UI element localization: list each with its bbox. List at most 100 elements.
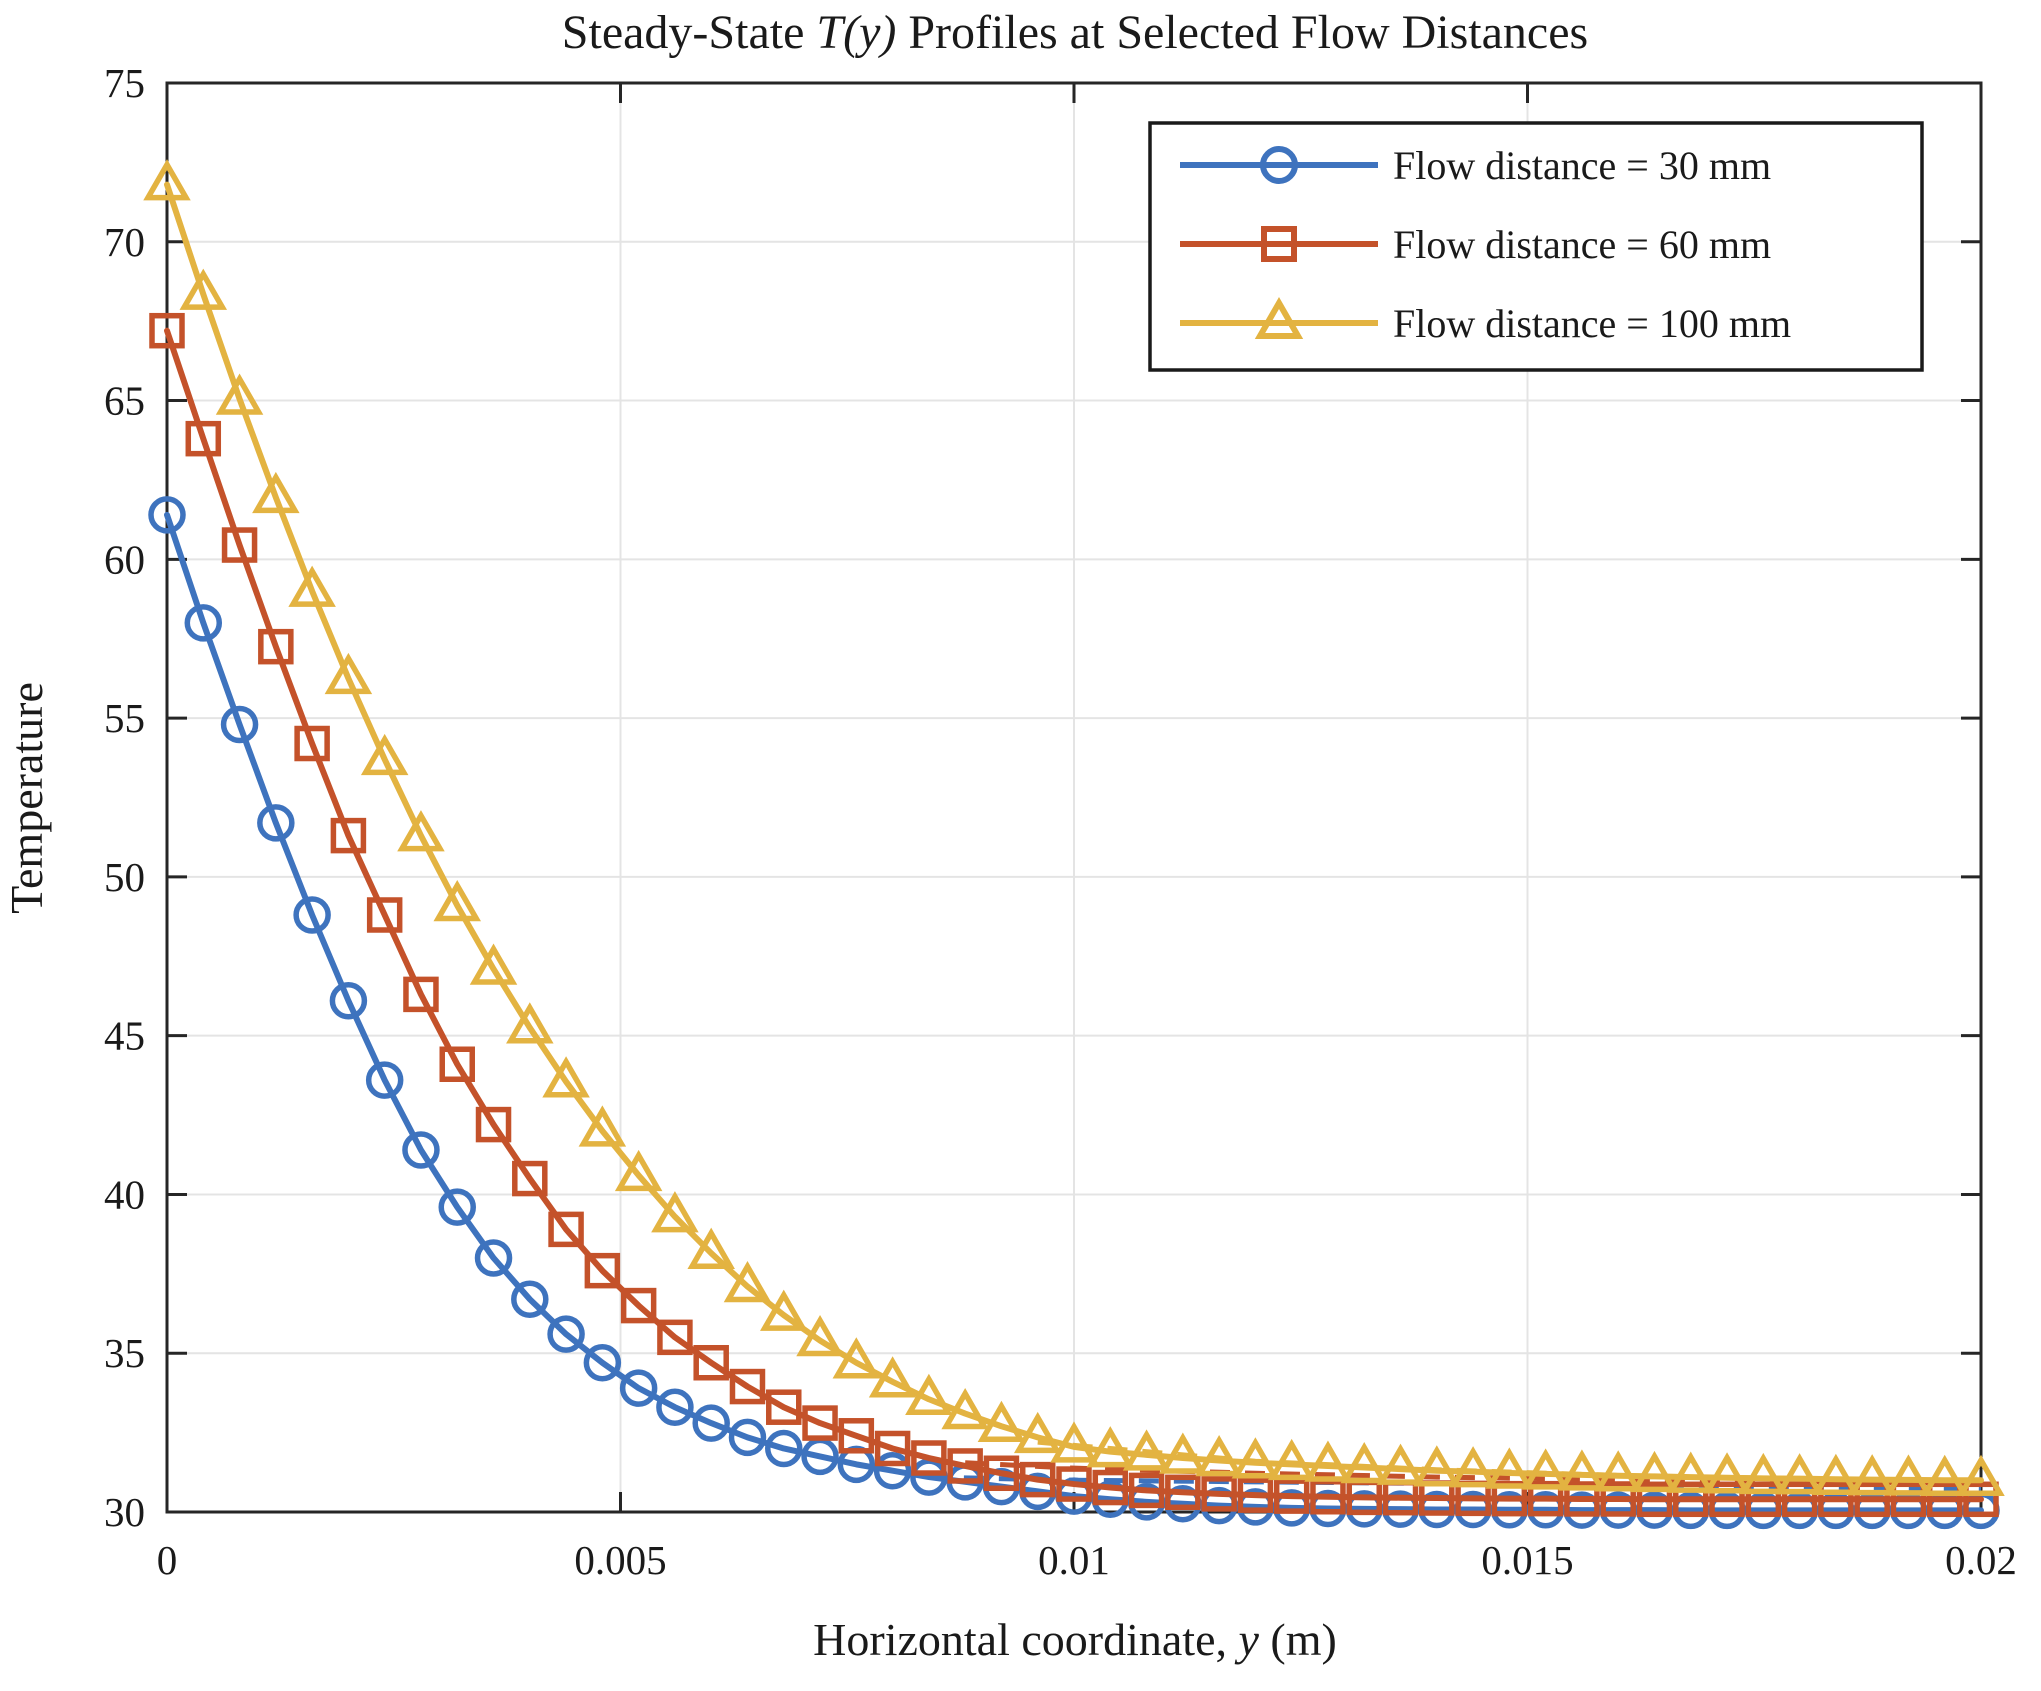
square-marker (1818, 1481, 1854, 1518)
y-tick-label: 60 (104, 536, 145, 582)
triangle-marker (941, 1388, 989, 1430)
square-marker (1854, 1481, 1890, 1518)
y-tick-label: 50 (104, 854, 145, 900)
triangle-marker (1775, 1453, 1824, 1495)
triangle-marker (1485, 1447, 1534, 1489)
square-marker (548, 1211, 584, 1248)
square-marker (1128, 1472, 1165, 1509)
triangle-marker (433, 879, 481, 922)
flow-distance-60mm-line (164, 327, 1984, 1503)
triangle-marker (215, 373, 264, 415)
x-axis-label-pre: Horizontal coordinate, (813, 1614, 1238, 1665)
circle-marker (184, 604, 223, 642)
square-marker (983, 1455, 1020, 1492)
square-marker (657, 1319, 693, 1356)
y-tick-label: 70 (104, 219, 145, 265)
circle-marker (656, 1388, 694, 1426)
circle-marker (765, 1429, 803, 1468)
square-marker (1201, 1476, 1237, 1512)
circle-marker (511, 1280, 549, 1318)
square-marker (475, 1106, 512, 1143)
square-marker (1237, 1477, 1274, 1513)
y-tick-labels: 30 35 40 45 50 55 60 65 70 75 (104, 60, 145, 1535)
triangle-marker (1195, 1435, 1243, 1477)
square-marker (294, 725, 330, 762)
circle-marker (1260, 146, 1298, 184)
square-marker (1709, 1481, 1745, 1518)
square-marker (874, 1430, 911, 1467)
square-marker (802, 1405, 838, 1441)
square-marker (1963, 1481, 1999, 1518)
circle-marker (329, 981, 368, 1020)
triangle-marker (1594, 1450, 1642, 1492)
triangle-marker (324, 652, 373, 695)
triangle-marker (360, 733, 409, 776)
square-marker (766, 1389, 802, 1425)
circle-marker (293, 896, 331, 934)
triangle-marker (1086, 1426, 1135, 1468)
triangle-marker (1413, 1445, 1461, 1487)
y-tick-label: 55 (104, 695, 145, 741)
triangle-marker (1884, 1454, 1933, 1496)
circle-marker (438, 1188, 476, 1226)
chart-title-math: T(y) (816, 6, 896, 59)
triangle-marker (179, 268, 228, 310)
square-marker (1926, 1481, 1963, 1518)
y-tick-label: 75 (104, 60, 145, 106)
square-marker (439, 1046, 475, 1082)
square-marker (1781, 1481, 1818, 1518)
square-marker (1890, 1481, 1927, 1518)
triangle-marker (1703, 1452, 1751, 1494)
triangle-marker (1304, 1440, 1352, 1482)
circle-marker (220, 705, 259, 744)
square-marker (1261, 226, 1297, 262)
triangle-marker (760, 1289, 808, 1331)
triangle-marker (1812, 1453, 1860, 1496)
circle-marker (148, 496, 186, 534)
y-tick-label: 35 (104, 1330, 145, 1376)
square-marker (1673, 1481, 1709, 1518)
square-marker (1165, 1474, 1201, 1511)
triangle-marker (542, 1056, 590, 1098)
square-marker (1527, 1480, 1564, 1517)
square-marker (258, 628, 294, 665)
circle-marker (257, 804, 295, 842)
circle-marker (365, 1061, 404, 1099)
circle-marker (728, 1418, 767, 1457)
triangle-marker (1340, 1442, 1388, 1484)
x-tick-labels: 0 0.005 0.01 0.015 0.02 (157, 1537, 2017, 1583)
triangle-marker (687, 1227, 735, 1269)
y-tick-label: 40 (104, 1171, 145, 1217)
triangle-marker (796, 1315, 844, 1357)
legend-samples (1180, 146, 1378, 339)
triangle-marker (1267, 1438, 1316, 1481)
x-tick-label: 0.015 (1481, 1537, 1573, 1583)
triangle-marker (1449, 1446, 1497, 1488)
triangle-marker (397, 810, 445, 852)
chart-title-pre: Steady-State (562, 6, 817, 59)
triangle-marker (1739, 1452, 1788, 1495)
square-marker (403, 976, 439, 1013)
triangle-marker (977, 1400, 1026, 1443)
triangle-marker (868, 1356, 917, 1398)
legend-label-60mm: Flow distance = 60 mm (1393, 222, 1771, 267)
series-solid-100mm (143, 159, 2005, 1496)
square-marker (149, 312, 185, 349)
triangle-marker (1122, 1429, 1171, 1471)
chart-title: Steady-State T(y) Profiles at Selected F… (562, 6, 1588, 59)
axis-ticks (165, 81, 1983, 1514)
triangle-marker (1630, 1450, 1679, 1493)
triangle-marker (1013, 1411, 1062, 1454)
x-axis-label: Horizontal coordinate, y (m) (813, 1614, 1337, 1665)
triangle-marker (1667, 1451, 1715, 1493)
square-marker (1273, 1478, 1310, 1514)
x-tick-label: 0.02 (1945, 1537, 2017, 1583)
triangle-marker (1159, 1432, 1207, 1474)
triangle-marker (252, 471, 300, 514)
x-axis-label-math: y (1235, 1614, 1260, 1665)
square-marker (947, 1448, 983, 1484)
square-marker (584, 1252, 621, 1289)
square-marker (838, 1418, 875, 1454)
square-marker (1600, 1481, 1636, 1517)
